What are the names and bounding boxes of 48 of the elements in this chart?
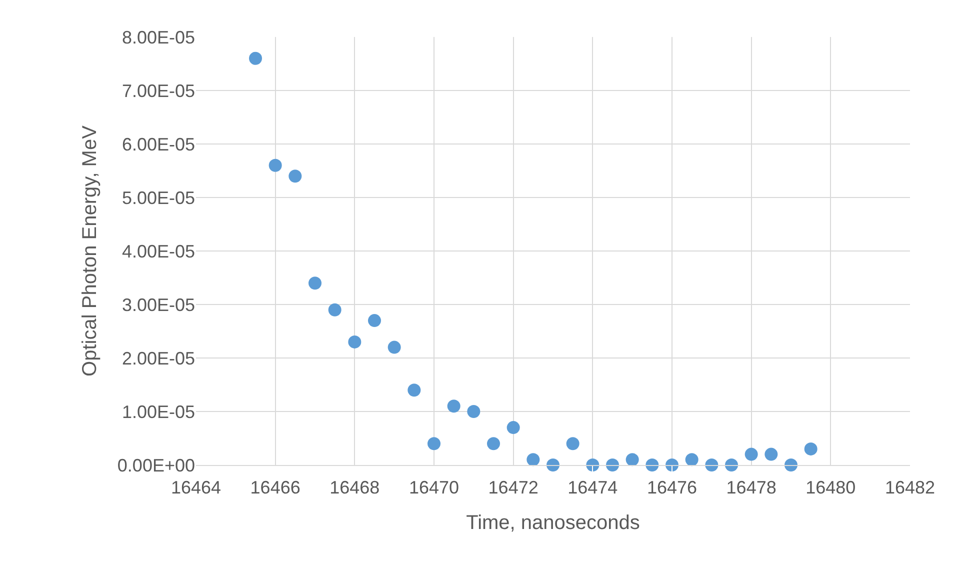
x-axis-title: Time, nanoseconds — [466, 512, 640, 534]
point — [428, 437, 440, 450]
y-tick-label: 4.00E-05 — [122, 241, 195, 262]
x-tick-label: 16472 — [488, 478, 538, 498]
point — [744, 448, 758, 461]
point — [487, 437, 500, 450]
point — [348, 335, 362, 348]
point — [626, 453, 639, 466]
x-tick-label: 16476 — [646, 478, 698, 498]
point — [268, 158, 282, 172]
point — [308, 276, 322, 290]
point — [249, 52, 262, 65]
y-tick-label: 7.00E-05 — [122, 80, 195, 101]
point — [784, 458, 798, 472]
x-tick-label: 16464 — [170, 478, 222, 498]
point — [705, 458, 718, 472]
point — [566, 437, 580, 450]
point — [288, 170, 302, 183]
point — [467, 405, 480, 418]
point — [646, 458, 659, 472]
x-tick-label: 16470 — [408, 478, 460, 498]
point — [546, 458, 560, 472]
y-tick-label: 8.00E-05 — [122, 27, 195, 48]
point — [447, 400, 460, 413]
x-tick-label: 16480 — [806, 478, 856, 498]
point — [408, 384, 421, 397]
x-tick-label: 16466 — [250, 478, 300, 498]
point — [606, 458, 619, 472]
x-tick-label: 16474 — [568, 478, 618, 498]
point — [725, 458, 738, 472]
y-axis-title: Optical Photon Energy, MeV — [78, 124, 101, 376]
y-tick-label: 5.00E-05 — [122, 188, 195, 208]
y-tick-label: 1.00E-05 — [122, 402, 195, 422]
point — [328, 303, 342, 316]
point — [388, 340, 401, 354]
point — [764, 448, 778, 461]
point — [368, 314, 381, 328]
x-tick-label: 16482 — [884, 478, 936, 498]
x-tick-label: 16478 — [726, 478, 776, 498]
y-tick-label: 6.00E-05 — [122, 134, 195, 154]
point — [804, 442, 818, 456]
point — [526, 453, 540, 466]
y-tick-label: 2.00E-05 — [122, 348, 195, 368]
point — [506, 421, 520, 434]
x-tick-label: 16468 — [330, 478, 380, 498]
y-tick-label: 0.00E+00 — [117, 455, 195, 476]
point — [685, 453, 698, 466]
y-tick-label: 3.00E-05 — [122, 294, 195, 315]
